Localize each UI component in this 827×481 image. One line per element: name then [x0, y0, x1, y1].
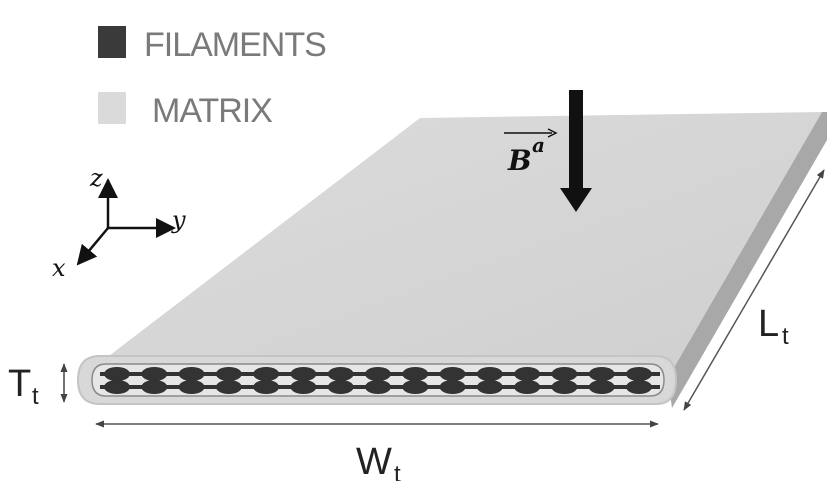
- filament-upper: [365, 367, 391, 381]
- filament-upper: [514, 367, 541, 381]
- filament-lower: [327, 380, 354, 394]
- matrix-swatch: [98, 92, 126, 124]
- length-subscript: t: [782, 323, 789, 350]
- filament-lower: [439, 380, 466, 394]
- filament-lower: [253, 380, 280, 394]
- filament-lower: [514, 380, 541, 394]
- field-symbol: B: [507, 144, 532, 177]
- filament-lower: [626, 380, 652, 394]
- filament-upper: [327, 367, 354, 381]
- filament-bundle: [104, 367, 652, 394]
- field-vector-tip: [547, 128, 558, 138]
- z-axis-label: z: [89, 164, 103, 192]
- filament-lower: [104, 380, 130, 394]
- width-dimension: W t: [95, 420, 659, 481]
- filament-lower: [402, 380, 429, 394]
- length-label: L: [758, 303, 779, 345]
- filament-lower: [141, 380, 168, 394]
- length-arrow: [683, 169, 825, 411]
- filaments-swatch: [98, 26, 126, 58]
- filament-upper: [253, 367, 280, 381]
- thickness-dimension: T t: [8, 363, 68, 410]
- filament-lower: [551, 380, 578, 394]
- filament-upper: [476, 367, 503, 381]
- coordinate-axes: z y x: [52, 164, 186, 282]
- filament-lower: [365, 380, 391, 394]
- filament-lower: [178, 380, 205, 394]
- width-subscript: t: [394, 461, 401, 481]
- width-label: W: [356, 441, 392, 481]
- filament-lower: [476, 380, 503, 394]
- filament-upper: [178, 367, 205, 381]
- filaments-label: FILAMENTS: [144, 26, 326, 64]
- filament-upper: [402, 367, 429, 381]
- x-axis: [76, 227, 109, 266]
- filament-upper: [626, 367, 652, 381]
- filament-upper: [141, 367, 168, 381]
- filament-upper: [215, 367, 242, 381]
- field-arrow-head: [560, 188, 592, 212]
- filament-lower: [290, 380, 317, 394]
- filament-upper: [551, 367, 578, 381]
- y-axis-label: y: [171, 206, 186, 234]
- thickness-subscript: t: [32, 383, 39, 410]
- filament-lower: [588, 380, 615, 394]
- thickness-label: T: [8, 363, 31, 405]
- filament-upper: [439, 367, 466, 381]
- length-dimension: L t: [683, 169, 825, 411]
- field-arrow-group: B a: [504, 90, 592, 212]
- x-axis-label: x: [52, 254, 66, 282]
- field-superscript: a: [532, 133, 545, 157]
- matrix-label: MATRIX: [152, 92, 272, 130]
- field-arrow-shaft: [569, 90, 583, 192]
- filament-lower: [215, 380, 242, 394]
- filament-upper: [290, 367, 317, 381]
- tape-top-surface: [88, 112, 822, 378]
- filament-upper: [104, 367, 130, 381]
- filament-upper: [588, 367, 615, 381]
- legend: FILAMENTS MATRIX: [98, 26, 327, 130]
- tape: [76, 112, 827, 408]
